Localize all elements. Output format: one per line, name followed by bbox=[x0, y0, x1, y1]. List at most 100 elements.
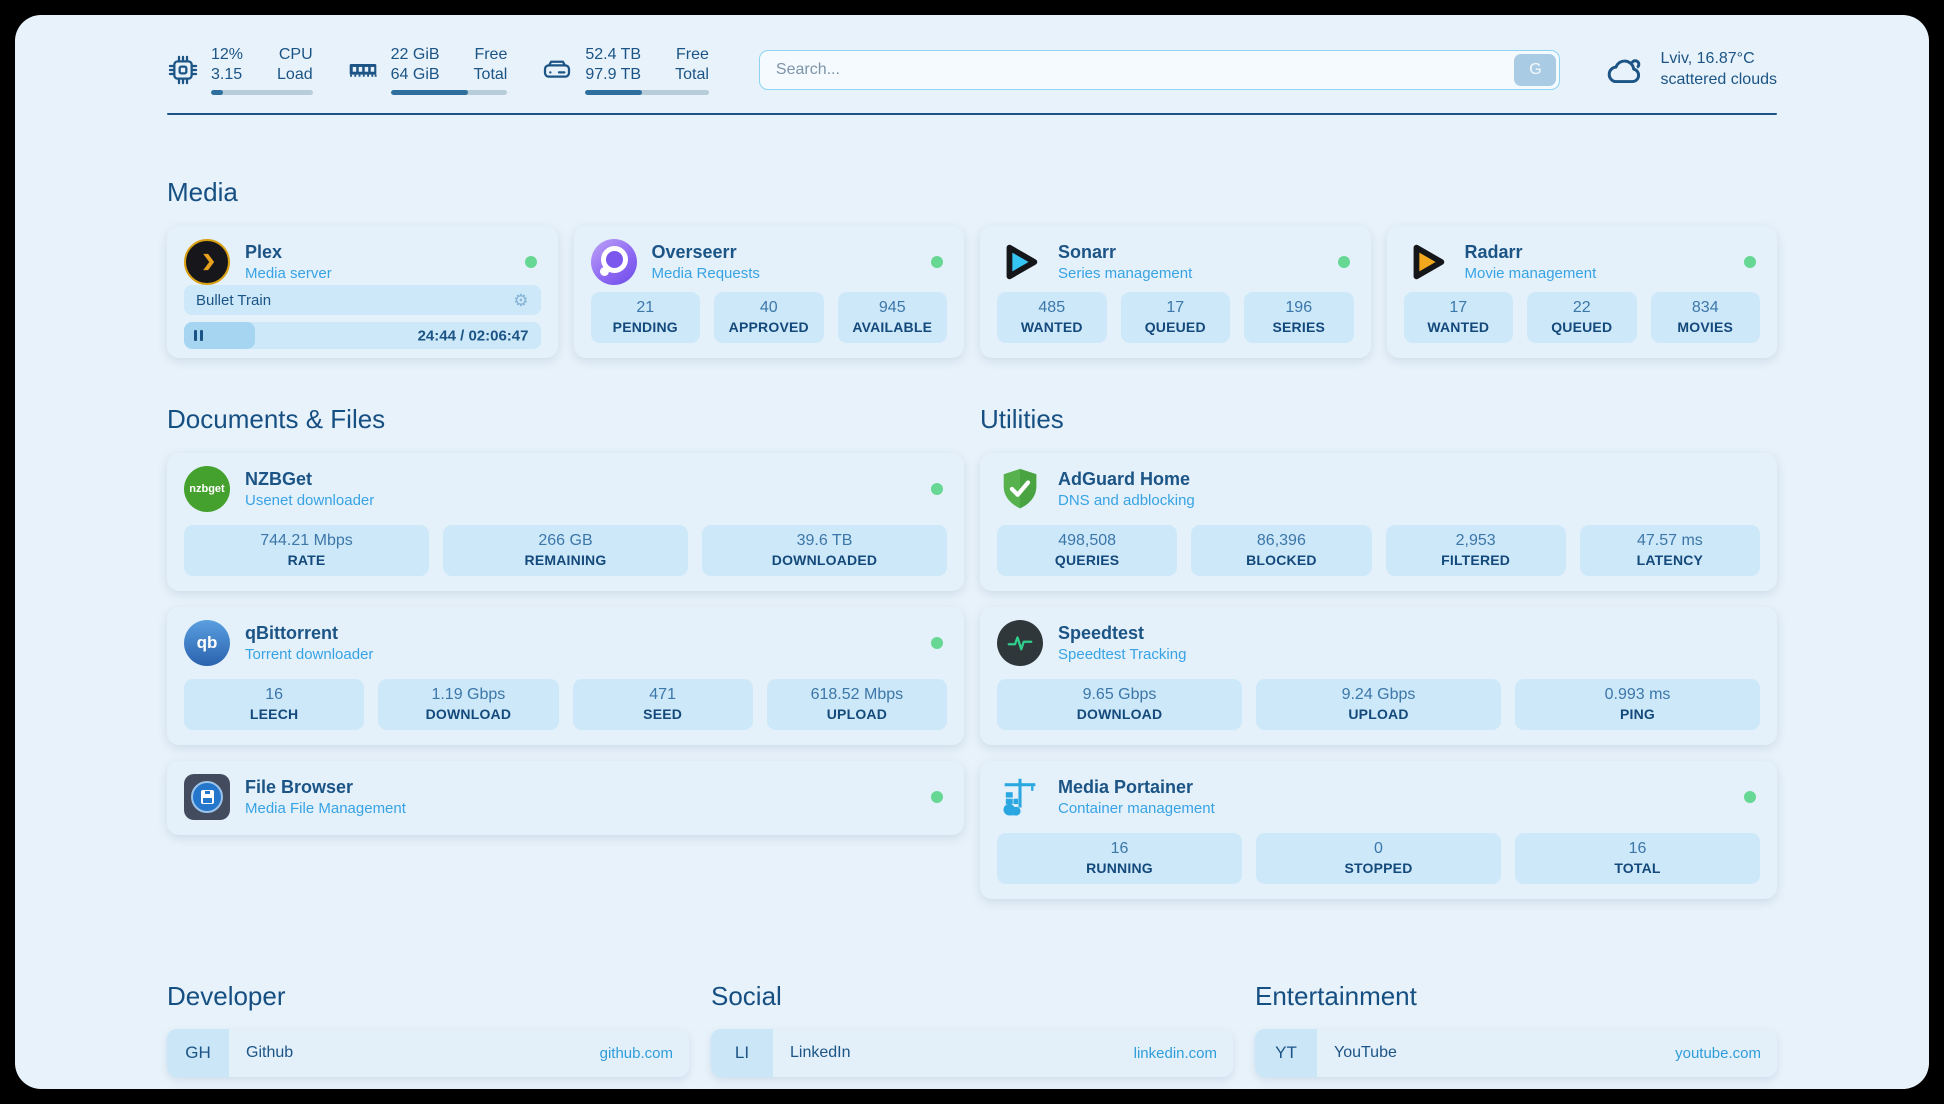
speedtest-icon bbox=[997, 620, 1043, 666]
bookmark-link-linkedin[interactable]: LI LinkedIn linkedin.com bbox=[711, 1029, 1233, 1077]
adguard-icon bbox=[997, 466, 1043, 512]
stat-box: 9.24 Gbps UPLOAD bbox=[1256, 679, 1501, 730]
app-name: Speedtest bbox=[1058, 623, 1145, 643]
bookmark-link-github[interactable]: GH Github github.com bbox=[167, 1029, 689, 1077]
stat-box: 16 LEECH bbox=[184, 679, 365, 730]
app-card-radarr[interactable]: Radarr Movie management 17 WANTED 22 QUEUE… bbox=[1386, 226, 1777, 358]
playback-progress-bar[interactable]: 24:44 / 02:06:47 bbox=[184, 322, 541, 349]
app-card-filebrowser[interactable]: File Browser Media File Management bbox=[167, 761, 964, 835]
ram-total-label: Total bbox=[473, 66, 508, 83]
status-dot bbox=[1744, 791, 1756, 803]
plex-icon bbox=[184, 239, 230, 285]
stat-box: 40 APPROVED bbox=[714, 292, 824, 343]
app-subtitle: Speedtest Tracking bbox=[1058, 646, 1187, 663]
header-divider bbox=[167, 113, 1777, 115]
bookmark-url: github.com bbox=[599, 1044, 673, 1062]
app-subtitle: Torrent downloader bbox=[245, 646, 374, 663]
system-stats: 12% 3.15 CPU Load bbox=[167, 45, 709, 95]
status-dot bbox=[931, 791, 943, 803]
section-title-utilities: Utilities bbox=[980, 404, 1064, 434]
search-bar: G bbox=[758, 50, 1561, 90]
bookmark-name: Github bbox=[246, 1044, 294, 1061]
status-dot bbox=[931, 637, 943, 649]
app-card-portainer[interactable]: Media Portainer Container management 16 R… bbox=[980, 761, 1777, 899]
bookmark-abbr: YT bbox=[1255, 1029, 1317, 1077]
filebrowser-icon bbox=[184, 774, 230, 820]
app-card-overseerr[interactable]: Overseerr Media Requests 21 PENDING 40 APP… bbox=[573, 226, 964, 358]
app-name: Media Portainer bbox=[1058, 777, 1194, 797]
disk-icon bbox=[544, 60, 571, 78]
weather-location-temp: Lviv, 16.87°C bbox=[1660, 50, 1755, 68]
disk-total: 97.9 TB bbox=[585, 66, 642, 83]
app-name: Radarr bbox=[1464, 242, 1523, 262]
disk-free-label: Free bbox=[675, 46, 709, 63]
stat-box: 834 MOVIES bbox=[1650, 292, 1760, 343]
app-subtitle: Media server bbox=[245, 265, 332, 282]
bookmark-name: LinkedIn bbox=[790, 1044, 851, 1061]
sonarr-icon bbox=[997, 239, 1043, 285]
utilities-section: Utilities AdGuard Home DNS and adblockin… bbox=[980, 404, 1777, 915]
disk-stat: 52.4 TB 97.9 TB Free Total bbox=[541, 45, 709, 95]
section-title-media: Media bbox=[167, 177, 238, 207]
search-input[interactable] bbox=[758, 50, 1561, 90]
stat-box: 16 RUNNING bbox=[997, 833, 1242, 884]
stat-box: 1.19 Gbps DOWNLOAD bbox=[378, 679, 559, 730]
app-card-qbittorrent[interactable]: qb qBittorrent Torrent downloader 16 LEEC… bbox=[167, 607, 964, 745]
search-engine-button[interactable]: G bbox=[1514, 54, 1557, 86]
stat-box: 471 SEED bbox=[572, 679, 753, 730]
disk-progress-bar bbox=[585, 90, 709, 95]
app-name: qBittorrent bbox=[245, 623, 338, 643]
now-playing-title: Bullet Train bbox=[196, 291, 272, 309]
media-section: Media Plex Media server Bullet Train bbox=[167, 177, 1777, 358]
bookmark-link-youtube[interactable]: YT YouTube youtube.com bbox=[1255, 1029, 1777, 1077]
stat-box: 498,508 QUERIES bbox=[997, 525, 1178, 576]
cpu-load-label: Load bbox=[277, 66, 313, 83]
app-name: AdGuard Home bbox=[1058, 469, 1191, 489]
app-card-speedtest[interactable]: Speedtest Speedtest Tracking 9.65 Gbps DO… bbox=[980, 607, 1777, 745]
disk-free: 52.4 TB bbox=[585, 46, 642, 63]
app-card-plex[interactable]: Plex Media server Bullet Train ⚙ 24:44 bbox=[167, 226, 558, 358]
bookmark-abbr: GH bbox=[167, 1029, 229, 1077]
section-title-documents: Documents & Files bbox=[167, 404, 386, 434]
playback-time: 24:44 / 02:06:47 bbox=[417, 327, 529, 344]
bookmark-url: youtube.com bbox=[1675, 1044, 1761, 1062]
stat-box: 266 GB REMAINING bbox=[443, 525, 688, 576]
status-dot bbox=[1337, 256, 1350, 268]
cpu-progress-bar bbox=[211, 90, 313, 95]
disk-total-label: Total bbox=[675, 66, 709, 83]
overseerr-icon bbox=[590, 239, 637, 285]
qbittorrent-icon: qb bbox=[184, 620, 230, 666]
stat-box: 485 WANTED bbox=[997, 292, 1107, 343]
gear-icon[interactable]: ⚙ bbox=[513, 290, 529, 310]
app-card-sonarr[interactable]: Sonarr Series management 485 WANTED 17 QUE… bbox=[980, 226, 1371, 358]
app-card-nzbget[interactable]: nzbget NZBGet Usenet downloader 744.21 M… bbox=[167, 453, 964, 591]
app-subtitle: Series management bbox=[1058, 265, 1193, 282]
cpu-label: CPU bbox=[278, 46, 313, 63]
app-subtitle: Movie management bbox=[1464, 265, 1597, 282]
stat-box: 2,953 FILTERED bbox=[1385, 525, 1566, 576]
radarr-icon bbox=[1404, 239, 1450, 285]
bookmark-group-social: Social LI LinkedIn linkedin.com TW Twitt… bbox=[711, 981, 1233, 1089]
app-subtitle: Media Requests bbox=[651, 265, 760, 282]
stat-box: 945 AVAILABLE bbox=[837, 292, 947, 343]
status-dot bbox=[524, 256, 537, 268]
status-dot bbox=[1744, 256, 1756, 268]
bookmark-group-title: Social bbox=[711, 981, 782, 1011]
cloud-icon bbox=[1608, 59, 1641, 84]
pause-icon[interactable] bbox=[194, 330, 203, 341]
cpu-icon bbox=[168, 55, 198, 85]
bookmark-abbr: LI bbox=[711, 1029, 773, 1077]
stat-box: 0 STOPPED bbox=[1256, 833, 1501, 884]
plex-now-playing: Bullet Train ⚙ 24:44 / 02:06:47 bbox=[184, 285, 541, 349]
stat-box: 0.993 ms PING bbox=[1515, 679, 1760, 730]
app-card-adguard[interactable]: AdGuard Home DNS and adblocking 498,508 Q… bbox=[980, 453, 1777, 591]
ram-free: 22 GiB bbox=[390, 46, 440, 63]
app-name: Overseerr bbox=[651, 242, 737, 262]
bookmark-group-developer: Developer GH Github github.com SO StackO… bbox=[167, 981, 689, 1089]
topbar: 12% 3.15 CPU Load bbox=[167, 45, 1777, 95]
portainer-icon bbox=[997, 774, 1043, 820]
dashboard-page: 12% 3.15 CPU Load bbox=[15, 15, 1929, 1089]
app-name: File Browser bbox=[245, 777, 354, 797]
ram-progress-bar bbox=[390, 90, 508, 95]
ram-icon bbox=[349, 64, 377, 77]
